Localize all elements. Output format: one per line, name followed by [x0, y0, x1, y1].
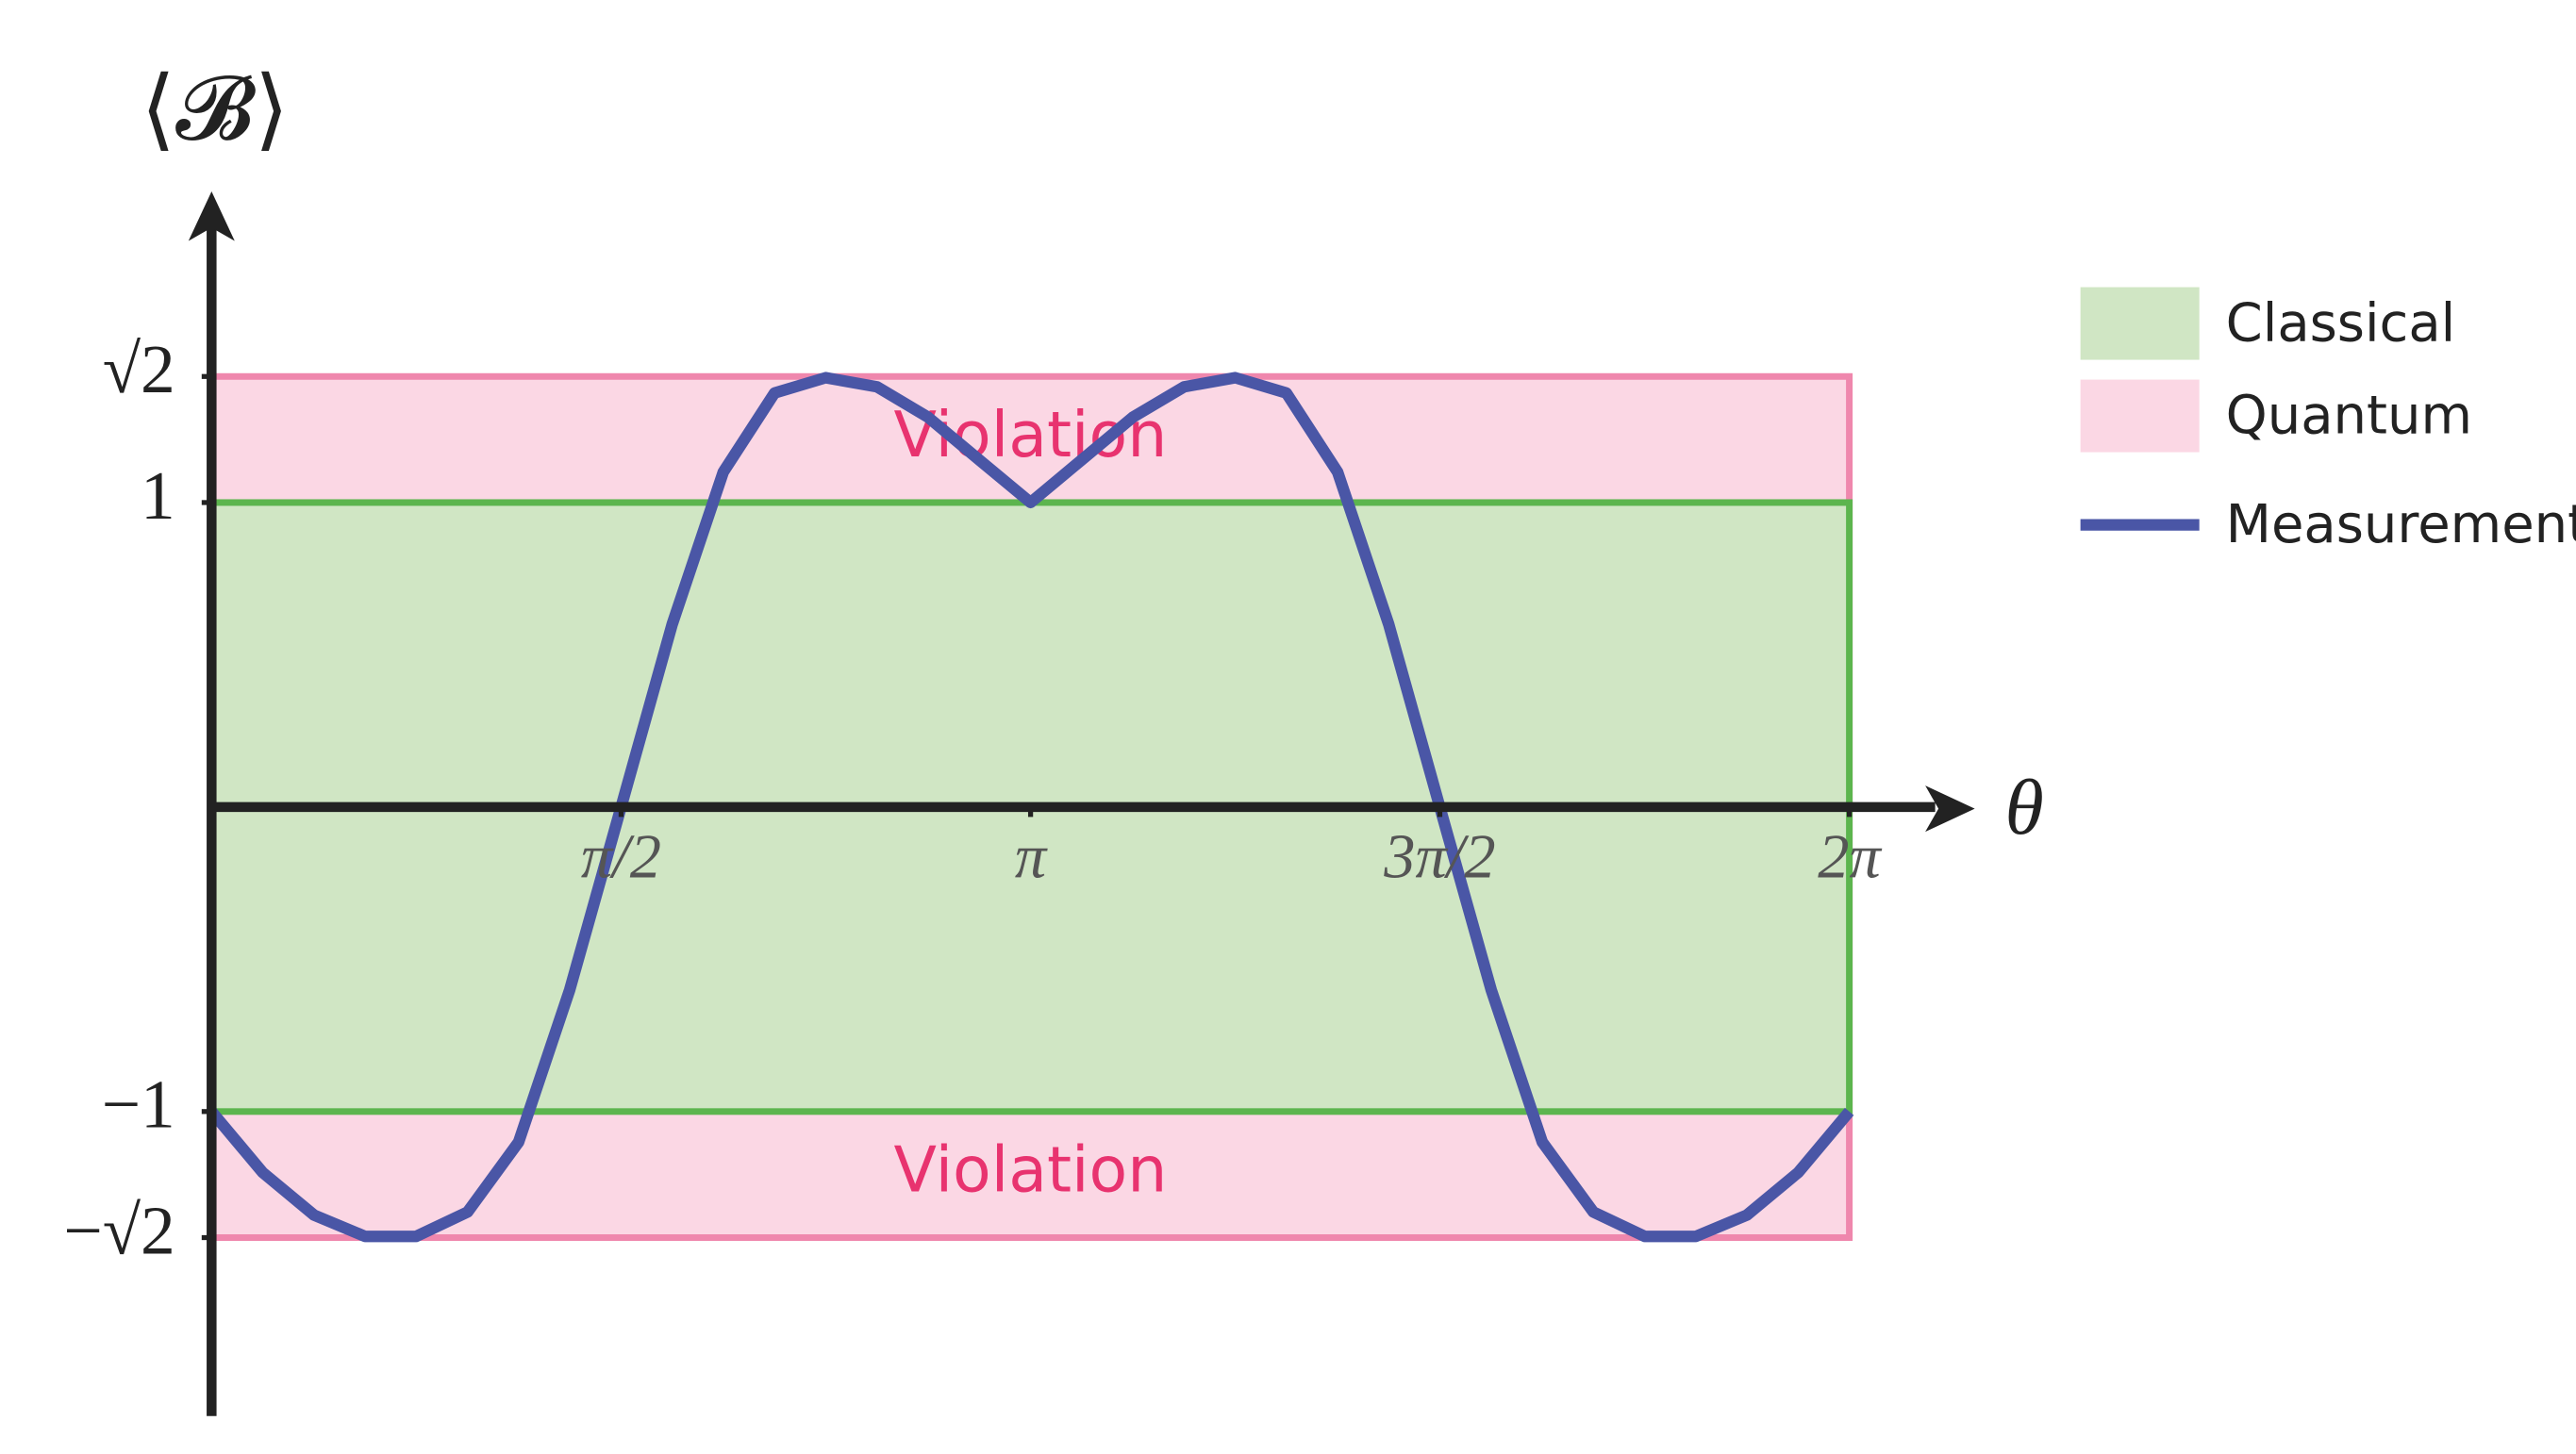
- legend-label: Classical: [2226, 293, 2456, 355]
- axes: ⟨𝓑⟩ θ √2 1 −1 −√2 π/2 π 3π/2 2π: [63, 61, 2044, 1416]
- legend-swatch: [2080, 379, 2200, 453]
- annotation: Violation: [894, 1133, 1168, 1207]
- y-tick-label: −√2: [63, 1191, 175, 1268]
- line: [207, 372, 1854, 1243]
- y-axis-label: ⟨𝓑⟩: [141, 61, 289, 159]
- x-axis-arrow: [1925, 785, 1975, 833]
- legend-swatch: [2080, 287, 2200, 360]
- annotation: Violation: [894, 398, 1168, 471]
- x-tick-label: π: [1015, 823, 1048, 892]
- y-axis-arrow: [188, 191, 235, 241]
- legend-label: Measurement: [2226, 494, 2576, 555]
- legend: Classical Quantum Measurement: [2080, 287, 2576, 555]
- y-tick-label: √2: [103, 330, 175, 407]
- legend-label: Quantum: [2226, 386, 2472, 447]
- x-tick-label: 2π: [1818, 823, 1882, 892]
- y-tick-label: −1: [102, 1066, 175, 1143]
- plot: Violation Violation: [207, 372, 1854, 1243]
- x-tick-label: 3π/2: [1383, 823, 1495, 892]
- x-tick-label: π/2: [581, 823, 661, 892]
- y-tick-label: 1: [141, 456, 175, 534]
- x-axis-label: θ: [2004, 764, 2043, 851]
